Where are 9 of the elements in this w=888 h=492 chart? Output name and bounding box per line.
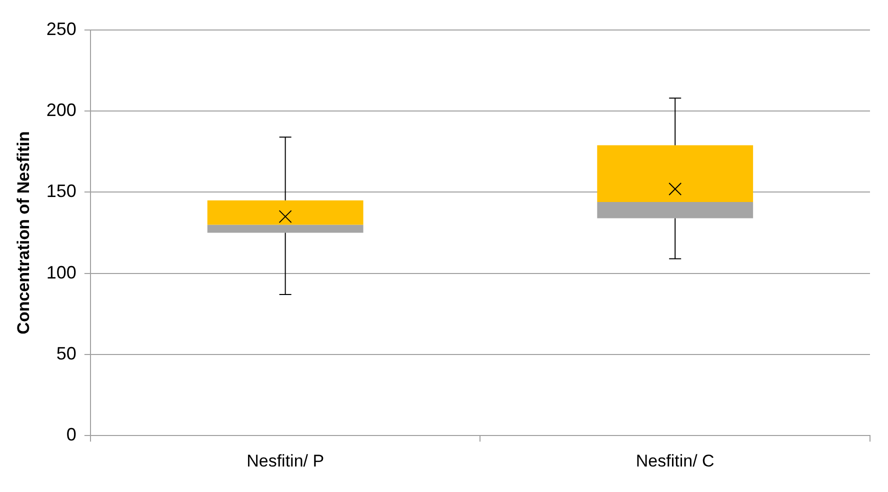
x-tick-label: Nesfitin/ C — [636, 451, 714, 470]
y-tick-label: 200 — [46, 100, 76, 120]
y-tick-label: 50 — [56, 343, 76, 364]
y-tick-label: 250 — [46, 18, 76, 39]
y-tick-label: 100 — [46, 262, 76, 282]
x-tick-label: Nesfitin/ P — [246, 451, 324, 470]
y-tick-label: 0 — [66, 424, 76, 445]
y-tick-label: 150 — [46, 181, 76, 202]
y-axis-title: Concentration of Nesfitin — [14, 131, 33, 334]
